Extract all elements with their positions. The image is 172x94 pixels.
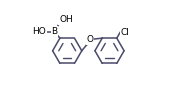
Text: B: B <box>51 27 58 36</box>
Text: HO: HO <box>32 27 46 36</box>
Text: OH: OH <box>59 15 73 24</box>
Text: O: O <box>87 35 94 44</box>
Text: Cl: Cl <box>121 28 129 37</box>
